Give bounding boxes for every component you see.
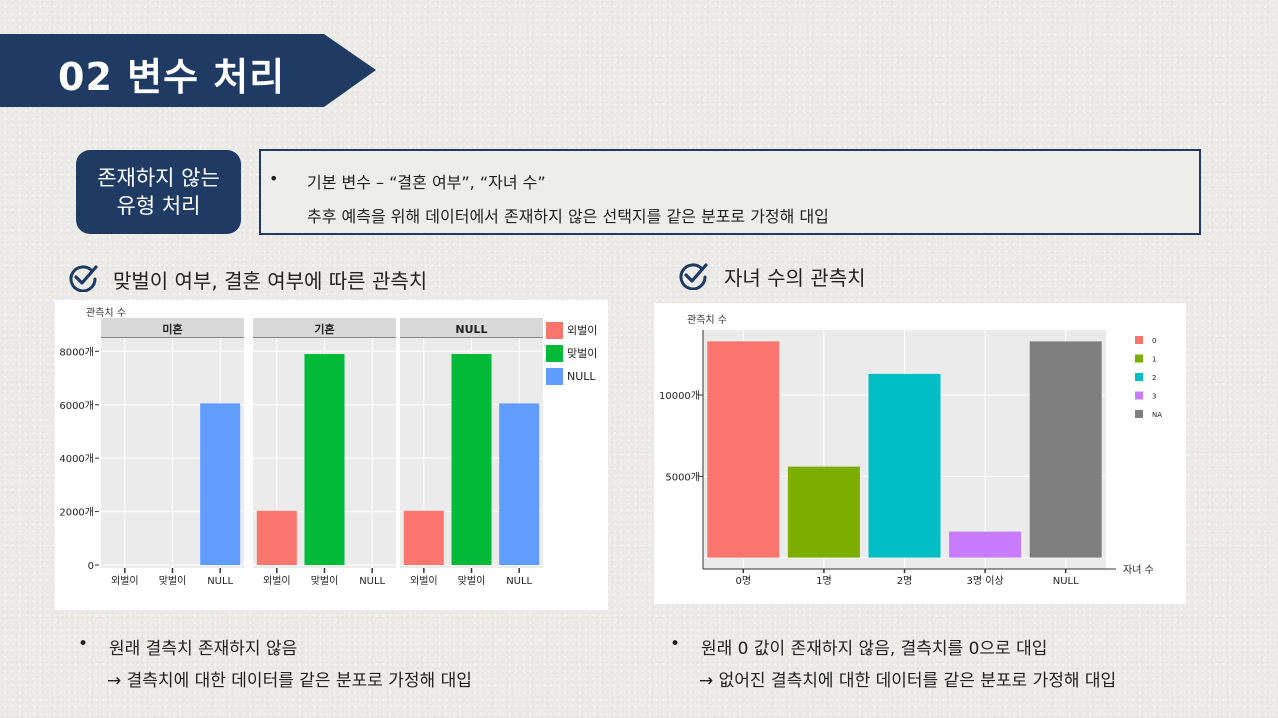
legend-label: 맞벌이 xyxy=(567,347,597,360)
right-note-bullet: • xyxy=(670,634,681,654)
topic-pill: 존재하지 않는 유형 처리 xyxy=(76,150,241,234)
legend-swatch xyxy=(1135,336,1143,344)
x-axis-label: 자녀 수 xyxy=(1123,564,1154,576)
y-tick-label: 0 xyxy=(88,561,94,572)
bar xyxy=(403,510,444,565)
legend-label: 0 xyxy=(1152,337,1156,345)
y-tick-label: 5000개 xyxy=(665,471,700,483)
left-note-line2: → 결측치에 대한 데이터를 같은 분포로 가정해 대입 xyxy=(107,671,472,691)
legend-label: 외벌이 xyxy=(567,324,597,337)
y-tick-label: 8000개 xyxy=(59,346,94,358)
banner-arrow-shape xyxy=(0,34,376,107)
info-box: • 기본 변수 – “결혼 여부”, “자녀 수” 추후 예측을 위해 데이터에… xyxy=(259,149,1201,235)
header-banner: 02 변수 처리 xyxy=(0,34,376,107)
x-tick-label: 0명 xyxy=(736,575,752,587)
y-tick-label: 10000개 xyxy=(659,390,700,402)
y-tick-label: 4000개 xyxy=(59,453,94,465)
facet-strip xyxy=(101,318,244,338)
x-tick-label: 2명 xyxy=(897,575,913,587)
left-chart-panel: 관측치 수 미혼 외벌이 맞벌이 NULL 기혼 외벌이 맞벌이 NULL NULL 외벌이 맞벌이 N… xyxy=(55,300,608,610)
right-note-line2: → 없어진 결측치에 대한 데이터를 같은 분포로 가정해 대입 xyxy=(699,671,1117,691)
legend-swatch xyxy=(1135,391,1143,400)
x-tick-label: NULL xyxy=(359,576,385,587)
legend-label: 1 xyxy=(1152,356,1156,364)
legend-label: 2 xyxy=(1152,374,1156,382)
check-circle-icon xyxy=(679,263,708,290)
info-bullet: • xyxy=(269,169,279,188)
bar xyxy=(304,354,345,565)
x-tick-label: 3명 이상 xyxy=(967,575,1004,587)
facet-title: 미혼 xyxy=(162,322,182,336)
right-notes: • 원래 0 값이 존재하지 않음, 결측치를 0으로 대입 → 없어진 결측치… xyxy=(670,634,1230,704)
check-circle-icon xyxy=(69,265,98,292)
right-section-title: 자녀 수의 관측치 xyxy=(724,266,866,290)
y-tick-label: 2000개 xyxy=(59,507,94,519)
legend-label: NULL xyxy=(567,370,596,383)
x-tick-label: NULL xyxy=(207,576,233,587)
x-tick-label: 1명 xyxy=(816,575,832,587)
x-tick-label: 맞벌이 xyxy=(311,575,339,587)
bar xyxy=(256,510,297,565)
x-tick-label: 외벌이 xyxy=(263,575,291,587)
x-tick-label: NULL xyxy=(506,576,532,587)
bar xyxy=(200,403,241,565)
legend-label: NA xyxy=(1152,411,1162,419)
legend-swatch xyxy=(546,345,563,362)
left-notes: • 원래 결측치 존재하지 않음 → 결측치에 대한 데이터를 같은 분포로 가… xyxy=(78,634,618,704)
children-count-chart: 관측치 수 0명 1명 2명 3명 이상 NULL 자녀 수 5000개 10000개 0 1 2 3 N… xyxy=(659,314,1162,587)
facet-strip xyxy=(253,318,396,338)
x-tick-label: 맞벌이 xyxy=(458,575,486,587)
left-note-bullet: • xyxy=(78,634,89,654)
y-axis-label: 관측치 수 xyxy=(86,307,126,319)
left-section-title: 맞벌이 여부, 결혼 여부에 따른 관측치 xyxy=(113,269,428,293)
topic-pill-line2: 유형 처리 xyxy=(116,194,201,218)
topic-pill-line1: 존재하지 않는 xyxy=(97,166,220,190)
x-tick-label: 맞벌이 xyxy=(159,575,187,587)
bar xyxy=(787,466,860,558)
bar xyxy=(499,403,540,565)
legend-swatch xyxy=(1135,410,1143,418)
legend-swatch xyxy=(546,322,563,339)
facet-strip xyxy=(400,318,543,338)
bar xyxy=(451,354,492,565)
facet-title: NULL xyxy=(455,323,487,336)
info-line2: 추후 예측을 위해 데이터에서 존재하지 않은 선택지를 같은 분포로 가정해 … xyxy=(307,207,829,226)
page-title: 02 변수 처리 xyxy=(58,55,286,99)
bar xyxy=(707,341,780,558)
bar xyxy=(868,373,941,558)
legend-swatch xyxy=(1135,354,1143,363)
right-note-line1: 원래 0 값이 존재하지 않음, 결측치를 0으로 대입 xyxy=(701,639,1048,659)
legend-label: 3 xyxy=(1152,393,1156,401)
facet-title: 기혼 xyxy=(314,322,334,336)
bar xyxy=(949,531,1022,558)
x-tick-label: NULL xyxy=(1053,576,1079,587)
right-chart-panel: 관측치 수 0명 1명 2명 3명 이상 NULL 자녀 수 5000개 10000개 0 1 2 3 N… xyxy=(654,303,1186,604)
legend-swatch xyxy=(546,368,563,385)
info-line1: 기본 변수 – “결혼 여부”, “자녀 수” xyxy=(307,173,546,192)
left-note-line1: 원래 결측치 존재하지 않음 xyxy=(109,639,298,659)
y-axis-label: 관측치 수 xyxy=(687,314,727,326)
x-tick-label: 외벌이 xyxy=(410,575,438,587)
y-tick-label: 6000개 xyxy=(59,400,94,412)
x-tick-label: 외벌이 xyxy=(111,575,139,587)
legend-swatch xyxy=(1135,373,1143,381)
bar xyxy=(1029,341,1102,558)
